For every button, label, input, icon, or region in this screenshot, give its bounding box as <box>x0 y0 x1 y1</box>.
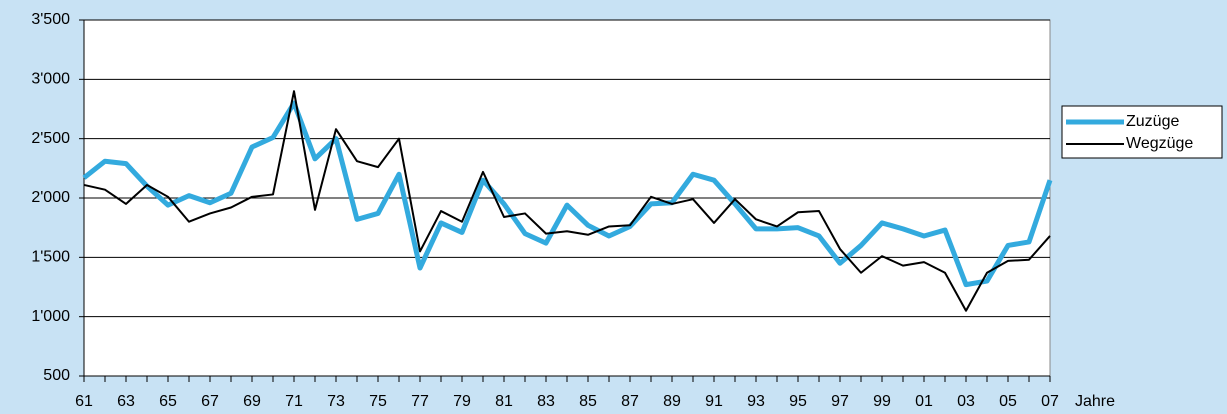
x-tick-label: 95 <box>789 393 807 410</box>
x-tick-label: 91 <box>705 393 723 410</box>
y-tick-label: 3'000 <box>31 71 70 88</box>
x-tick-label: 07 <box>1041 393 1059 410</box>
legend <box>1061 105 1223 159</box>
x-tick-label: 93 <box>747 393 765 410</box>
x-tick-label: 65 <box>159 393 177 410</box>
x-tick-label: 89 <box>663 393 681 410</box>
x-tick-label: 69 <box>243 393 261 410</box>
x-tick-label: 71 <box>285 393 303 410</box>
x-tick-label: 05 <box>999 393 1017 410</box>
y-tick-label: 500 <box>43 367 70 384</box>
x-tick-label: 77 <box>411 393 429 410</box>
x-axis-label: Jahre <box>1075 393 1115 410</box>
x-tick-label: 97 <box>831 393 849 410</box>
x-tick-label: 81 <box>495 393 513 410</box>
x-tick-label: 79 <box>453 393 471 410</box>
y-tick-label: 2'000 <box>31 189 70 206</box>
x-tick-label: 01 <box>915 393 933 410</box>
y-tick-label: 1'500 <box>31 249 70 266</box>
x-tick-label: 03 <box>957 393 975 410</box>
x-tick-label: 61 <box>75 393 93 410</box>
x-tick-label: 85 <box>579 393 597 410</box>
x-tick-label: 99 <box>873 393 891 410</box>
legend-label: Zuzüge <box>1126 113 1179 130</box>
x-tick-label: 67 <box>201 393 219 410</box>
x-tick-label: 63 <box>117 393 135 410</box>
legend-label: Wegzüge <box>1126 135 1193 152</box>
x-tick-label: 75 <box>369 393 387 410</box>
x-tick-label: 83 <box>537 393 555 410</box>
x-tick-label: 73 <box>327 393 345 410</box>
y-tick-label: 1'000 <box>31 308 70 325</box>
series-line <box>82 100 1053 288</box>
series-line <box>83 90 1051 312</box>
y-tick-label: 3'500 <box>31 11 70 28</box>
y-tick-label: 2'500 <box>31 130 70 147</box>
x-tick-label: 87 <box>621 393 639 410</box>
